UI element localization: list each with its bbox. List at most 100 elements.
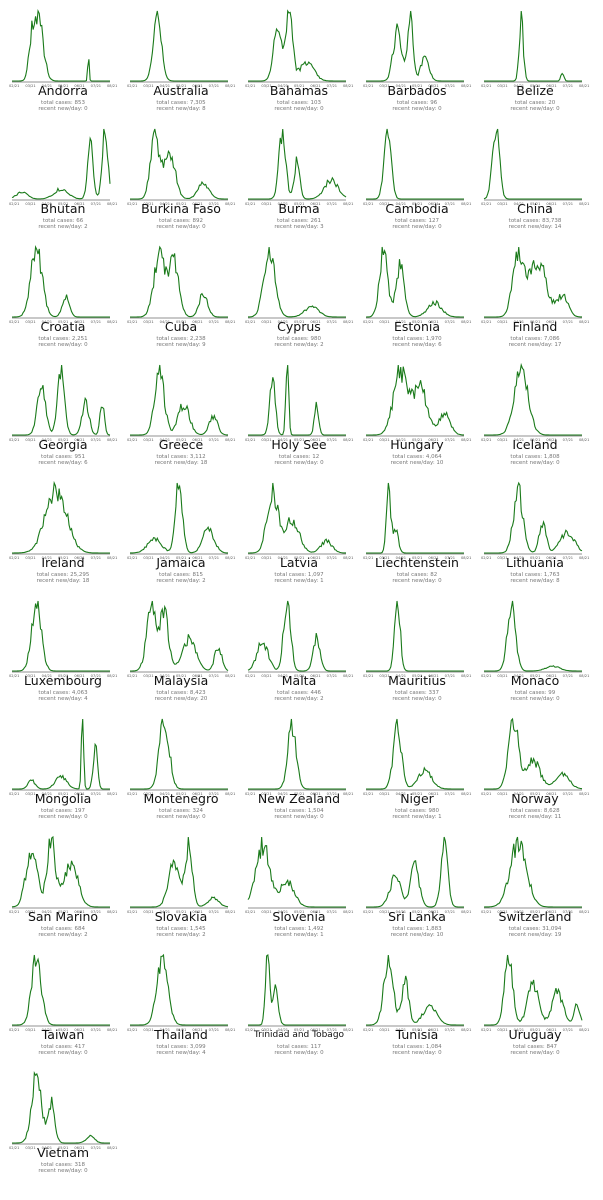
panel-chart: 02/21 03/21 04/21 05/21 06/21 07/21 08/21 bbox=[127, 128, 235, 206]
x-tick-label: 04/21 bbox=[278, 910, 288, 914]
panel-chart: 02/21 03/21 04/21 05/21 06/21 07/21 08/21 bbox=[127, 718, 235, 796]
x-tick-label: 04/21 bbox=[514, 910, 524, 914]
x-tick-label: 02/21 bbox=[127, 910, 137, 914]
country-label: Trinidad and Tobago bbox=[253, 1030, 345, 1040]
panel-chart: 02/21 03/21 04/21 05/21 06/21 07/21 08/21 bbox=[481, 246, 589, 324]
series-line bbox=[366, 128, 464, 200]
x-tick-label: 03/21 bbox=[497, 202, 507, 206]
recent-newday-text: recent new/day: 0 bbox=[156, 224, 206, 230]
x-tick-label: 07/21 bbox=[445, 910, 455, 914]
total-cases-text: total cases: 99 bbox=[514, 690, 556, 696]
panel-iceland: 02/21 03/21 04/21 05/21 06/21 07/21 08/21 Icela… bbox=[476, 358, 594, 476]
panel-mongolia: 02/21 03/21 04/21 05/21 06/21 07/21 08/21 Mongo… bbox=[4, 712, 122, 830]
x-tick-label: 07/21 bbox=[563, 556, 573, 560]
x-tick-label: 06/21 bbox=[546, 202, 556, 206]
x-tick-label: 08/21 bbox=[579, 910, 589, 914]
series-line bbox=[12, 9, 110, 82]
x-tick-label: 02/21 bbox=[363, 202, 373, 206]
x-tick-label: 07/21 bbox=[209, 792, 219, 796]
recent-newday-text: recent new/day: 4 bbox=[156, 1050, 206, 1056]
x-tick-label: 07/21 bbox=[563, 910, 573, 914]
x-tick-label: 07/21 bbox=[91, 556, 101, 560]
x-tick-label: 05/21 bbox=[412, 674, 422, 678]
x-tick-label: 08/21 bbox=[461, 202, 471, 206]
x-tick-label: 02/21 bbox=[363, 910, 373, 914]
x-tick-label: 02/21 bbox=[481, 438, 491, 442]
x-tick-label: 03/21 bbox=[379, 792, 389, 796]
panel-chart: 02/21 03/21 04/21 05/21 06/21 07/21 08/21 bbox=[481, 481, 589, 560]
recent-newday-text: recent new/day: 0 bbox=[392, 696, 442, 702]
x-tick-label: 08/21 bbox=[225, 320, 235, 324]
series-line bbox=[248, 128, 347, 200]
total-cases-text: total cases: 1,492 bbox=[274, 926, 324, 932]
recent-newday-text: recent new/day: 2 bbox=[156, 932, 206, 938]
x-tick-label: 03/21 bbox=[143, 674, 153, 678]
country-label: Cyprus bbox=[277, 319, 321, 334]
x-tick-label: 05/21 bbox=[530, 320, 540, 324]
country-label: Taiwan bbox=[41, 1027, 85, 1042]
x-tick-label: 08/21 bbox=[579, 792, 589, 796]
panel-chart: 02/21 03/21 04/21 05/21 06/21 07/21 08/21 bbox=[245, 718, 353, 796]
total-cases-text: total cases: 1,808 bbox=[510, 454, 560, 460]
series-line bbox=[12, 480, 110, 554]
x-tick-label: 04/21 bbox=[396, 556, 406, 560]
total-cases-text: total cases: 2,251 bbox=[38, 336, 88, 342]
x-tick-label: 03/21 bbox=[261, 438, 271, 442]
x-tick-label: 04/21 bbox=[514, 792, 524, 796]
x-tick-label: 04/21 bbox=[42, 202, 52, 206]
x-tick-label: 04/21 bbox=[42, 910, 52, 914]
x-tick-label: 07/21 bbox=[563, 202, 573, 206]
x-tick-label: 06/21 bbox=[310, 202, 320, 206]
country-label: Hungary bbox=[390, 437, 444, 452]
x-tick-label: 06/21 bbox=[192, 1028, 202, 1032]
x-tick-label: 07/21 bbox=[563, 1028, 573, 1032]
total-cases-text: total cases: 3,112 bbox=[156, 454, 206, 460]
panel-liechtenstein: 02/21 03/21 04/21 05/21 06/21 07/21 08/21 Liech… bbox=[358, 476, 476, 594]
x-tick-label: 06/21 bbox=[310, 674, 320, 678]
x-tick-label: 02/21 bbox=[9, 1146, 19, 1150]
country-label: Thailand bbox=[154, 1027, 208, 1042]
x-tick-label: 06/21 bbox=[192, 84, 202, 88]
x-tick-label: 05/21 bbox=[176, 556, 186, 560]
total-cases-text: total cases: 847 bbox=[513, 1044, 557, 1050]
x-tick-label: 04/21 bbox=[42, 438, 52, 442]
series-line bbox=[11, 244, 110, 318]
x-tick-label: 03/21 bbox=[143, 792, 153, 796]
x-tick-label: 06/21 bbox=[546, 556, 556, 560]
x-tick-label: 03/21 bbox=[25, 556, 35, 560]
country-label: Slovakia bbox=[154, 909, 208, 924]
x-tick-label: 04/21 bbox=[160, 674, 170, 678]
panel-sri-lanka: 02/21 03/21 04/21 05/21 06/21 07/21 08/21 Sri L… bbox=[358, 830, 476, 948]
panel-jamaica: 02/21 03/21 04/21 05/21 06/21 07/21 08/21 Jamai… bbox=[122, 476, 240, 594]
x-tick-label: 02/21 bbox=[127, 556, 137, 560]
x-tick-label: 02/21 bbox=[9, 84, 19, 88]
country-label: Iceland bbox=[512, 437, 558, 452]
x-tick-label: 07/21 bbox=[327, 674, 337, 678]
series-line bbox=[248, 9, 346, 82]
series-line bbox=[247, 836, 346, 908]
series-line bbox=[130, 245, 228, 318]
panel-chart: 02/21 03/21 04/21 05/21 06/21 07/21 08/21 bbox=[9, 480, 117, 560]
total-cases-text: total cases: 1,545 bbox=[156, 926, 206, 932]
x-tick-label: 03/21 bbox=[497, 320, 507, 324]
total-cases-text: total cases: 980 bbox=[277, 336, 321, 342]
x-tick-label: 06/21 bbox=[74, 556, 84, 560]
x-tick-label: 03/21 bbox=[497, 910, 507, 914]
recent-newday-text: recent new/day: 18 bbox=[36, 578, 90, 584]
x-tick-label: 05/21 bbox=[412, 556, 422, 560]
country-label: Australia bbox=[153, 83, 209, 98]
x-tick-label: 03/21 bbox=[497, 792, 507, 796]
x-tick-label: 03/21 bbox=[143, 910, 153, 914]
country-label: Jamaica bbox=[156, 555, 206, 570]
recent-newday-text: recent new/day: 6 bbox=[38, 460, 88, 466]
total-cases-text: total cases: 1,883 bbox=[392, 926, 442, 932]
x-tick-label: 07/21 bbox=[445, 556, 455, 560]
x-tick-label: 07/21 bbox=[327, 1028, 337, 1032]
total-cases-text: total cases: 127 bbox=[395, 218, 439, 224]
recent-newday-text: recent new/day: 8 bbox=[156, 106, 206, 112]
recent-newday-text: recent new/day: 1 bbox=[392, 814, 442, 820]
x-tick-label: 06/21 bbox=[74, 1146, 84, 1150]
x-tick-label: 06/21 bbox=[192, 202, 202, 206]
series-line bbox=[12, 954, 110, 1026]
x-tick-label: 08/21 bbox=[107, 674, 117, 678]
